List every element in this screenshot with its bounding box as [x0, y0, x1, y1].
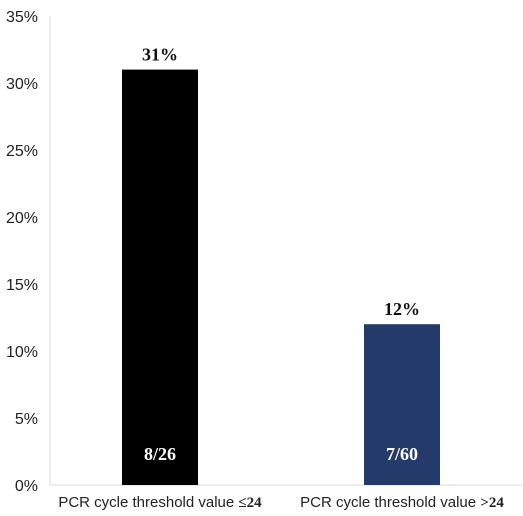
y-tick-label: 25%: [6, 143, 38, 160]
y-tick-label: 15%: [6, 277, 38, 294]
data-label: 31%: [142, 45, 178, 65]
x-category-label: PCR cycle threshold value >24: [300, 494, 504, 511]
y-tick-label: 5%: [15, 411, 38, 428]
y-tick-labels: 0% 5% 10% 15% 20% 25% 30% 35%: [6, 9, 38, 495]
x-category-label: PCR cycle threshold value ≤24: [58, 494, 262, 511]
data-label: 12%: [384, 299, 420, 319]
y-tick-label: 0%: [15, 478, 38, 495]
bars: 31% 8/26 12% 7/60: [122, 45, 440, 485]
x-category-labels: PCR cycle threshold value ≤24 PCR cycle t…: [58, 494, 504, 511]
bar-count-label: 7/60: [386, 444, 418, 464]
bar: [122, 69, 198, 485]
bar: [364, 324, 440, 485]
y-tick-label: 10%: [6, 344, 38, 361]
y-tick-label: 35%: [6, 9, 38, 26]
bar-count-label: 8/26: [144, 444, 176, 464]
y-tick-label: 30%: [6, 76, 38, 93]
y-tick-label: 20%: [6, 210, 38, 227]
